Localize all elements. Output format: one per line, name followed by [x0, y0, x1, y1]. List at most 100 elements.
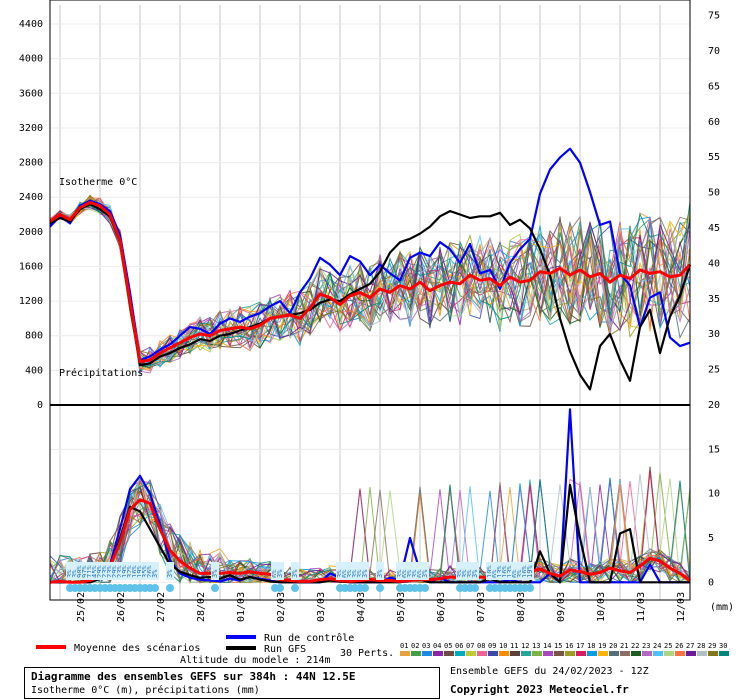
mean-isotherm-line	[49, 200, 692, 364]
member-swatch	[653, 651, 663, 656]
snow-cell	[346, 562, 354, 580]
snow-percent-label: 3%	[421, 569, 429, 578]
date-label: 26/02	[116, 592, 127, 622]
snow-cell	[96, 562, 104, 580]
member-number-label: 22	[631, 642, 639, 650]
right-tick-label: 30	[708, 329, 720, 340]
left-tick-label: 3200	[19, 123, 43, 134]
member-swatch	[510, 651, 520, 656]
snow-cell	[166, 562, 174, 580]
date-label: 27/02	[156, 592, 167, 622]
snow-cell	[396, 562, 404, 580]
snow-percent-label: 3%	[336, 569, 344, 578]
member-swatch	[631, 651, 641, 656]
snow-percent-label: 16%	[131, 565, 139, 578]
snow-cell	[131, 562, 139, 580]
member-number-label: 04	[433, 642, 441, 650]
snow-cell	[106, 562, 114, 580]
legend-gfs-label: Run GFS	[264, 644, 306, 655]
snowflake-icon	[276, 584, 284, 592]
snow-cell	[411, 562, 419, 580]
snow-percent-label: 3%	[276, 569, 284, 578]
date-label: 05/03	[396, 592, 407, 622]
member-swatch	[433, 651, 443, 656]
snow-cell	[276, 562, 284, 580]
member-number-label: 23	[642, 642, 650, 650]
snow-percent-label: 3%	[346, 569, 354, 578]
snowflake-icon	[211, 584, 219, 592]
date-label: 03/03	[316, 592, 327, 622]
member-number-label: 14	[543, 642, 551, 650]
snow-cell	[471, 562, 479, 580]
snow-percent-label: 3%	[351, 569, 359, 578]
snow-cell	[66, 562, 74, 580]
snow-percent-label: 3%	[361, 569, 369, 578]
member-swatch	[411, 651, 421, 656]
snowflake-icon	[361, 584, 369, 592]
member-swatch	[697, 651, 707, 656]
member-number-label: 28	[697, 642, 705, 650]
snowflake-icon	[291, 584, 299, 592]
date-label: 02/03	[276, 592, 287, 622]
snow-percent-label: 19%	[136, 565, 144, 578]
legend-mean-label: Moyenne des scénarios	[74, 642, 200, 654]
member-number-label: 24	[653, 642, 661, 650]
member-number-label: 16	[565, 642, 573, 650]
member-iso-line	[49, 201, 691, 367]
snowflake-icon	[376, 584, 384, 592]
snow-cell	[336, 562, 344, 580]
main-lines	[49, 147, 692, 584]
snow-percent-label: 3%	[461, 569, 469, 578]
snow-percent-label: 35%	[141, 565, 149, 578]
precip-tick-label: 5	[708, 533, 714, 544]
snow-percent-label: 71%	[86, 565, 94, 578]
snow-cell	[356, 562, 364, 580]
snow-percent-label: 3%	[376, 569, 384, 578]
right-tick-label: 50	[708, 188, 720, 199]
member-swatch	[565, 651, 575, 656]
snow-cell	[516, 562, 524, 580]
footer-info-box: Diagramme des ensembles GEFS sur 384h : …	[24, 667, 440, 699]
precip-annotation: Précipitations	[59, 367, 143, 379]
control-isotherm-line	[49, 147, 691, 362]
snow-cell	[86, 562, 94, 580]
gfs-isotherm-line	[49, 203, 692, 391]
snow-percent-label: 3%	[66, 569, 74, 578]
member-number-label: 08	[477, 642, 485, 650]
left-tick-label: 2400	[19, 192, 43, 203]
member-iso-line	[49, 199, 691, 368]
right-tick-label: 70	[708, 46, 720, 57]
snow-percent-label: 3%	[166, 569, 174, 578]
snow-cell	[456, 562, 464, 580]
snow-percent-label: 3%	[396, 569, 404, 578]
snow-percent-label: 3%	[151, 569, 159, 578]
date-label: 08/03	[516, 592, 527, 622]
snow-percent-label: 23%	[101, 565, 109, 578]
member-iso-line	[49, 201, 691, 367]
precip-tick-label: 0	[708, 577, 714, 588]
member-number-label: 13	[532, 642, 540, 650]
date-label: 28/02	[196, 592, 207, 622]
member-number-label: 26	[675, 642, 683, 650]
snow-cell	[466, 562, 474, 580]
member-swatch	[708, 651, 718, 656]
member-swatch	[466, 651, 476, 656]
snow-percent-label: 6%	[401, 569, 409, 578]
snow-cell	[416, 562, 424, 580]
right-tick-label: 65	[708, 81, 720, 92]
snow-percent-label: 19%	[121, 565, 129, 578]
precip-unit-label: (mm)	[710, 602, 734, 613]
left-tick-label: 4000	[19, 54, 43, 65]
member-swatch	[400, 651, 410, 656]
footer-subtitle: Isotherme 0°C (m), précipitations (mm)	[31, 685, 260, 696]
snow-percent-label: 45%	[91, 565, 99, 578]
snow-percent-label: 3%	[466, 569, 474, 578]
snow-percent-label: 6%	[416, 569, 424, 578]
snow-percent-label: 19%	[526, 565, 534, 578]
member-swatch	[543, 651, 553, 656]
left-tick-label: 800	[25, 331, 43, 342]
member-swatch	[554, 651, 564, 656]
snow-percent-label: 16%	[521, 565, 529, 578]
snow-percent-label: 13%	[506, 565, 514, 578]
